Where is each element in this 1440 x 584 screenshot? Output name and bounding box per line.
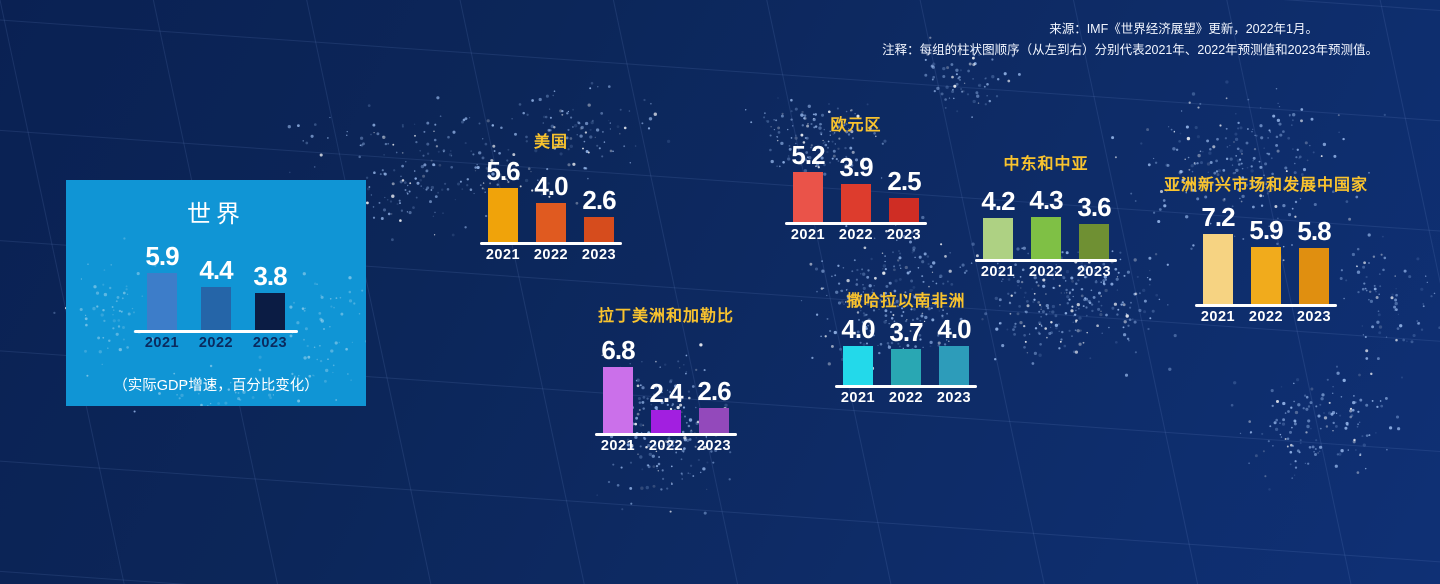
year-label: 2022	[888, 390, 924, 406]
bar-value-label: 2.6	[697, 376, 731, 406]
bar-2021	[488, 188, 518, 242]
latin-america-bar-chart: 6.8 2.4 2.6 2021 2022 2023	[595, 337, 737, 456]
axis-baseline	[785, 222, 927, 225]
bar-2021	[603, 367, 633, 433]
year-label: 2021	[485, 247, 521, 263]
bar-2021	[983, 218, 1013, 259]
bar-value-label: 4.2	[981, 186, 1015, 216]
bar-value-label: 3.6	[1077, 192, 1111, 222]
year-label: 2021	[600, 438, 636, 454]
bar-2023	[939, 346, 969, 385]
year-label: 2021	[980, 264, 1016, 280]
year-label: 2023	[252, 335, 288, 351]
axis-baseline	[835, 385, 977, 388]
bar-value-label: 4.0	[841, 314, 875, 344]
bar-2021	[793, 172, 823, 222]
bar-value-label: 7.2	[1201, 202, 1235, 232]
year-label: 2023	[1296, 309, 1332, 325]
bar-value-label: 6.8	[601, 335, 635, 365]
bar-2022	[201, 287, 231, 330]
region-title: 撒哈拉以南非洲	[846, 293, 966, 310]
chart-euro-area: 欧元区 5.2 3.9 2.5 2021 2022 2023	[785, 111, 927, 245]
world-caption: （实际GDP增速，百分比变化）	[113, 378, 319, 394]
bar-value-label: 3.8	[253, 261, 287, 291]
world-title: 世界	[187, 201, 245, 228]
world-panel: 世界 5.9 4.4 3.8 2021 2022 2023 （实际GDP增速，百分比变化）	[66, 180, 366, 406]
bar-value-label: 5.6	[486, 156, 520, 186]
bar-value-label: 5.9	[1249, 215, 1283, 245]
bar-value-label: 5.8	[1297, 216, 1331, 246]
euro-area-bar-chart: 5.2 3.9 2.5 2021 2022 2023	[785, 142, 927, 245]
region-title: 美国	[533, 134, 569, 151]
bar-2021	[147, 273, 177, 330]
bar-value-label: 5.9	[145, 241, 179, 271]
sub-saharan-africa-bar-chart: 4.0 3.7 4.0 2021 2022 2023	[835, 316, 977, 408]
region-title: 拉丁美洲和加勒比	[597, 308, 735, 325]
axis-baseline	[595, 433, 737, 436]
chart-latin-america-caribbean: 拉丁美洲和加勒比 6.8 2.4 2.6 2021 2022 2023	[595, 302, 737, 456]
world-bar-chart: 5.9 4.4 3.8 2021 2022 2023	[134, 243, 298, 353]
bar-2022	[1251, 247, 1281, 304]
year-label: 2022	[1028, 264, 1064, 280]
bar-2021	[843, 346, 873, 385]
bar-2023	[699, 408, 729, 433]
bar-value-label: 4.0	[937, 314, 971, 344]
region-title: 亚洲新兴市场和发展中国家	[1163, 177, 1369, 194]
bar-2021	[1203, 234, 1233, 304]
bar-2023	[889, 198, 919, 222]
chart-emerging-asia: 亚洲新兴市场和发展中国家 7.2 5.9 5.8 2021 2022 2023	[1164, 171, 1367, 327]
year-label: 2022	[1248, 309, 1284, 325]
bar-value-label: 2.6	[582, 185, 616, 215]
bar-value-label: 4.0	[534, 171, 568, 201]
source-text: 来源：IMF《世界经济展望》更新，2022年1月。	[1049, 22, 1318, 36]
axis-baseline	[134, 330, 298, 333]
year-label: 2021	[840, 390, 876, 406]
year-label: 2022	[533, 247, 569, 263]
chart-sub-saharan-africa: 撒哈拉以南非洲 4.0 3.7 4.0 2021 2022 2023	[835, 287, 977, 408]
year-label: 2022	[198, 335, 234, 351]
bar-2022	[651, 410, 681, 433]
usa-bar-chart: 5.6 4.0 2.6 2021 2022 2023	[480, 158, 622, 265]
region-title: 欧元区	[830, 117, 882, 134]
chart-usa: 美国 5.6 4.0 2.6 2021 2022 2023	[480, 128, 622, 265]
chart-middle-east-central-asia: 中东和中亚 4.2 4.3 3.6 2021 2022 2023	[975, 150, 1117, 282]
bar-value-label: 5.2	[791, 140, 825, 170]
year-label: 2023	[886, 227, 922, 243]
bar-2022	[841, 184, 871, 222]
year-label: 2023	[581, 247, 617, 263]
year-label: 2021	[1200, 309, 1236, 325]
bar-value-label: 2.4	[649, 378, 683, 408]
bar-2022	[1031, 217, 1061, 259]
year-label: 2023	[1076, 264, 1112, 280]
middle-east-bar-chart: 4.2 4.3 3.6 2021 2022 2023	[975, 187, 1117, 282]
bar-value-label: 2.5	[887, 166, 921, 196]
bar-2022	[536, 203, 566, 242]
year-label: 2023	[936, 390, 972, 406]
note-text: 注释：每组的柱状图顺序（从左到右）分别代表2021年、2022年预测值和2023…	[882, 43, 1378, 57]
bar-2023	[255, 293, 285, 330]
region-title: 中东和中亚	[1003, 156, 1089, 173]
year-label: 2022	[838, 227, 874, 243]
axis-baseline	[975, 259, 1117, 262]
bar-2023	[1079, 224, 1109, 259]
axis-baseline	[1195, 304, 1337, 307]
year-label: 2023	[696, 438, 732, 454]
bar-2022	[891, 349, 921, 385]
bar-2023	[584, 217, 614, 242]
bar-value-label: 3.7	[889, 317, 923, 347]
bar-2023	[1299, 248, 1329, 304]
year-label: 2022	[648, 438, 684, 454]
emerging-asia-bar-chart: 7.2 5.9 5.8 2021 2022 2023	[1195, 204, 1337, 327]
year-label: 2021	[144, 335, 180, 351]
bar-value-label: 4.4	[199, 255, 233, 285]
bar-value-label: 4.3	[1029, 185, 1063, 215]
year-label: 2021	[790, 227, 826, 243]
axis-baseline	[480, 242, 622, 245]
bar-value-label: 3.9	[839, 152, 873, 182]
